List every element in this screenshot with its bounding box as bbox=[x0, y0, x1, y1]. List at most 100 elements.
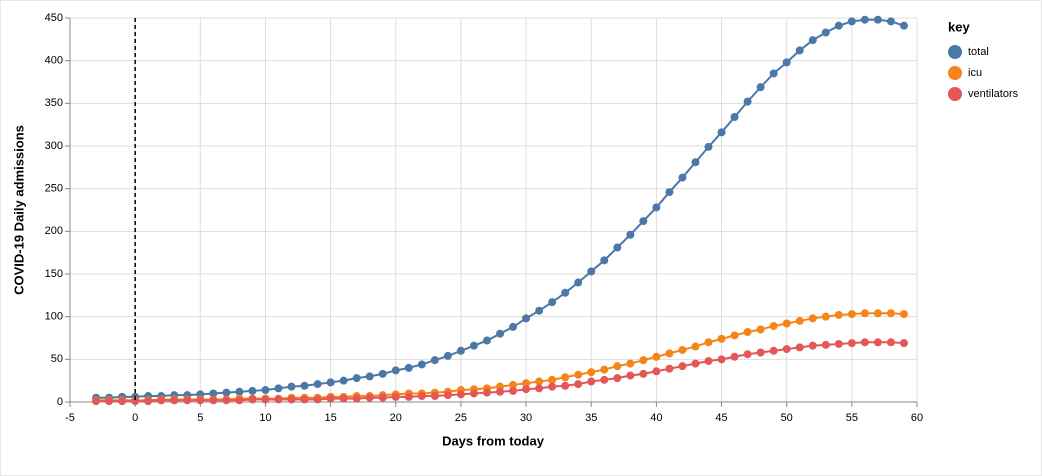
point bbox=[118, 397, 127, 406]
point bbox=[743, 350, 752, 359]
point bbox=[404, 392, 413, 401]
point bbox=[795, 46, 804, 55]
point bbox=[691, 158, 700, 167]
point bbox=[743, 97, 752, 106]
point bbox=[730, 331, 739, 340]
x-tick-label: 30 bbox=[520, 412, 532, 424]
y-tick-label: 250 bbox=[45, 183, 63, 195]
point bbox=[326, 378, 335, 387]
point bbox=[417, 360, 426, 369]
point bbox=[548, 298, 557, 307]
point bbox=[548, 382, 557, 391]
point bbox=[417, 392, 426, 401]
y-tick-label: 0 bbox=[57, 396, 63, 408]
point bbox=[535, 306, 544, 315]
point bbox=[443, 391, 452, 400]
point bbox=[665, 188, 674, 197]
point bbox=[847, 339, 856, 348]
point bbox=[574, 278, 583, 287]
point bbox=[665, 364, 674, 373]
point bbox=[821, 312, 830, 321]
point bbox=[274, 395, 283, 404]
point bbox=[821, 28, 830, 37]
x-tick-label: 20 bbox=[390, 412, 402, 424]
point bbox=[769, 322, 778, 331]
point bbox=[899, 21, 908, 30]
point bbox=[613, 362, 622, 371]
point bbox=[352, 394, 361, 403]
point bbox=[769, 346, 778, 355]
point bbox=[704, 338, 713, 347]
point bbox=[834, 310, 843, 319]
x-tick-label: 35 bbox=[585, 412, 597, 424]
point bbox=[587, 377, 596, 386]
point bbox=[730, 352, 739, 361]
point bbox=[626, 359, 635, 368]
point bbox=[574, 380, 583, 389]
point bbox=[496, 329, 505, 338]
point bbox=[248, 386, 257, 395]
point bbox=[613, 374, 622, 383]
point bbox=[626, 371, 635, 380]
point bbox=[639, 217, 648, 226]
point bbox=[600, 375, 609, 384]
point bbox=[782, 319, 791, 328]
point bbox=[873, 338, 882, 347]
point bbox=[378, 393, 387, 402]
point bbox=[808, 36, 817, 45]
point bbox=[235, 387, 244, 396]
point bbox=[482, 388, 491, 397]
point bbox=[391, 392, 400, 401]
point bbox=[496, 387, 505, 396]
point bbox=[691, 342, 700, 351]
point bbox=[860, 338, 869, 347]
point bbox=[678, 345, 687, 354]
point bbox=[691, 359, 700, 368]
point bbox=[209, 396, 218, 405]
point bbox=[678, 173, 687, 182]
point bbox=[730, 112, 739, 121]
y-tick-label: 200 bbox=[45, 225, 63, 237]
point bbox=[795, 343, 804, 352]
point bbox=[404, 363, 413, 372]
point bbox=[847, 17, 856, 26]
point bbox=[105, 397, 114, 406]
point bbox=[847, 310, 856, 319]
point bbox=[782, 345, 791, 354]
point bbox=[561, 373, 570, 382]
point bbox=[196, 396, 205, 405]
x-axis-title: Days from today bbox=[442, 433, 545, 448]
point bbox=[860, 15, 869, 24]
point bbox=[873, 15, 882, 24]
x-tick-label: 60 bbox=[911, 412, 923, 424]
x-tick-label: -5 bbox=[65, 412, 75, 424]
point bbox=[287, 395, 296, 404]
point bbox=[587, 267, 596, 276]
point bbox=[717, 355, 726, 364]
point bbox=[652, 203, 661, 212]
point bbox=[300, 381, 309, 390]
point bbox=[522, 385, 531, 394]
x-tick-label: 45 bbox=[715, 412, 727, 424]
y-axis-title: COVID-19 Daily admissions bbox=[11, 125, 26, 295]
point bbox=[391, 366, 400, 375]
point bbox=[509, 386, 518, 395]
y-tick-label: 150 bbox=[45, 268, 63, 280]
point bbox=[808, 341, 817, 350]
point bbox=[261, 386, 270, 395]
x-tick-label: 10 bbox=[259, 412, 271, 424]
x-tick-label: 25 bbox=[455, 412, 467, 424]
point bbox=[339, 394, 348, 403]
point bbox=[769, 69, 778, 78]
point bbox=[717, 128, 726, 137]
y-tick-label: 100 bbox=[45, 311, 63, 323]
point bbox=[365, 393, 374, 402]
point bbox=[886, 17, 895, 26]
point bbox=[652, 367, 661, 376]
point bbox=[469, 389, 478, 398]
point bbox=[352, 374, 361, 383]
point bbox=[535, 384, 544, 393]
point bbox=[574, 370, 583, 379]
point bbox=[443, 351, 452, 360]
